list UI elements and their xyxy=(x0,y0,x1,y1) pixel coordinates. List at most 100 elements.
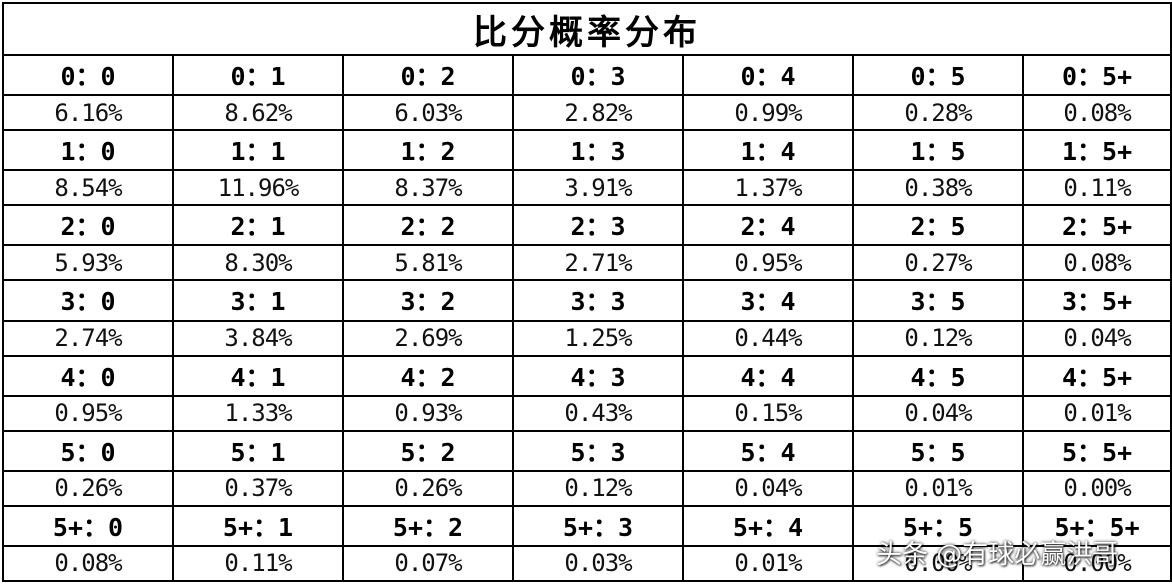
probability-cell: 0.01% xyxy=(852,469,1024,507)
probability-cell: 1.33% xyxy=(172,394,344,432)
probability-cell: 2.74% xyxy=(2,319,174,357)
probability-cell: 8.54% xyxy=(2,169,174,207)
probability-cell: 0.11% xyxy=(1021,169,1172,207)
probability-cell: 8.30% xyxy=(172,244,344,282)
probability-cell: 0.26% xyxy=(2,469,174,507)
probability-cell: 0.00% xyxy=(1021,544,1172,583)
score-cell: 5+：4 xyxy=(682,504,854,547)
probability-row: 2.74% 3.84% 2.69% 1.25% 0.44% 0.12% 0.04% xyxy=(2,319,1172,357)
score-cell: 0：3 xyxy=(512,53,684,97)
probability-cell: 0.01% xyxy=(682,544,854,583)
probability-cell: 0.01% xyxy=(1021,394,1172,432)
score-cell: 1：5 xyxy=(852,129,1024,172)
score-cell: 5：4 xyxy=(682,429,854,472)
score-row: 5：0 5：1 5：2 5：3 5：4 5：5 5：5+ xyxy=(2,429,1172,472)
score-row: 4：0 4：1 4：2 4：3 4：4 4：5 4：5+ xyxy=(2,354,1172,397)
probability-row: 6.16% 8.62% 6.03% 2.82% 0.99% 0.28% 0.08% xyxy=(2,94,1172,132)
score-cell: 3：4 xyxy=(682,279,854,322)
score-cell: 2：1 xyxy=(172,204,344,247)
score-cell: 2：0 xyxy=(2,204,174,247)
probability-cell: 0.08% xyxy=(1021,94,1172,132)
score-cell: 0：2 xyxy=(342,53,514,97)
score-cell: 5+：1 xyxy=(172,504,344,547)
probability-cell: 2.69% xyxy=(342,319,514,357)
score-cell: 4：2 xyxy=(342,354,514,397)
score-cell: 0：5+ xyxy=(1021,53,1172,97)
probability-cell: 3.84% xyxy=(172,319,344,357)
score-cell: 5：0 xyxy=(2,429,174,472)
score-row: 1：0 1：1 1：2 1：3 1：4 1：5 1：5+ xyxy=(2,129,1172,172)
probability-cell: 0.07% xyxy=(342,544,514,583)
probability-cell: 0.00% xyxy=(1021,469,1172,507)
score-cell: 2：3 xyxy=(512,204,684,247)
score-cell: 5+：2 xyxy=(342,504,514,547)
probability-cell: 0.04% xyxy=(1021,319,1172,357)
score-cell: 0：0 xyxy=(2,53,174,97)
probability-cell: 6.03% xyxy=(342,94,514,132)
score-cell: 3：3 xyxy=(512,279,684,322)
score-cell: 1：0 xyxy=(2,129,174,172)
table-title: 比分概率分布 xyxy=(1,2,1172,56)
score-cell: 4：4 xyxy=(682,354,854,397)
score-cell: 5+：0 xyxy=(2,504,174,547)
probability-cell: 11.96% xyxy=(172,169,344,207)
probability-cell: 0.28% xyxy=(852,94,1024,132)
score-cell: 4：5 xyxy=(852,354,1024,397)
score-cell: 1：1 xyxy=(172,129,344,172)
score-cell: 5+：3 xyxy=(512,504,684,547)
probability-cell: 0.15% xyxy=(682,394,854,432)
probability-cell: 0.26% xyxy=(342,469,514,507)
score-cell: 3：2 xyxy=(342,279,514,322)
probability-cell: 5.81% xyxy=(342,244,514,282)
probability-cell: 0.08% xyxy=(1021,244,1172,282)
score-cell: 2：5 xyxy=(852,204,1024,247)
score-cell: 1：4 xyxy=(682,129,854,172)
probability-row: 0.26% 0.37% 0.26% 0.12% 0.04% 0.01% 0.00% xyxy=(2,469,1172,507)
probability-cell: 2.71% xyxy=(512,244,684,282)
score-cell: 0：4 xyxy=(682,53,854,97)
probability-cell: 1.37% xyxy=(682,169,854,207)
probability-cell: 5.93% xyxy=(2,244,174,282)
probability-cell: 0.27% xyxy=(852,244,1024,282)
score-cell: 0：1 xyxy=(172,53,344,97)
probability-cell: 0.43% xyxy=(512,394,684,432)
score-cell: 1：5+ xyxy=(1021,129,1172,172)
probability-cell: 0.04% xyxy=(682,469,854,507)
probability-row: 8.54% 11.96% 8.37% 3.91% 1.37% 0.38% 0.11% xyxy=(2,169,1172,207)
probability-cell: 0.38% xyxy=(852,169,1024,207)
probability-cell: 0.11% xyxy=(172,544,344,583)
score-cell: 4：3 xyxy=(512,354,684,397)
score-cell: 5：5+ xyxy=(1021,429,1172,472)
score-cell: 4：0 xyxy=(2,354,174,397)
score-cell: 5：2 xyxy=(342,429,514,472)
score-row: 5+：0 5+：1 5+：2 5+：3 5+：4 5+：5 5+：5+ xyxy=(2,504,1172,547)
probability-row: 5.93% 8.30% 5.81% 2.71% 0.95% 0.27% 0.08% xyxy=(2,244,1172,282)
table-body: 0：0 0：1 0：2 0：3 0：4 0：5 0：5+ 6.16% 8.62% 6.03% 2.8… xyxy=(2,53,1172,583)
probability-cell: 0.00% xyxy=(852,544,1024,583)
score-cell: 1：3 xyxy=(512,129,684,172)
score-cell: 2：2 xyxy=(342,204,514,247)
score-cell: 3：1 xyxy=(172,279,344,322)
score-cell: 3：0 xyxy=(2,279,174,322)
score-cell: 5：3 xyxy=(512,429,684,472)
probability-cell: 8.37% xyxy=(342,169,514,207)
probability-cell: 1.25% xyxy=(512,319,684,357)
score-row: 0：0 0：1 0：2 0：3 0：4 0：5 0：5+ xyxy=(2,53,1172,97)
probability-row: 0.08% 0.11% 0.07% 0.03% 0.01% 0.00% 0.00% xyxy=(2,544,1172,583)
score-cell: 1：2 xyxy=(342,129,514,172)
probability-cell: 2.82% xyxy=(512,94,684,132)
score-cell: 4：5+ xyxy=(1021,354,1172,397)
score-cell: 2：4 xyxy=(682,204,854,247)
probability-row: 0.95% 1.33% 0.93% 0.43% 0.15% 0.04% 0.01% xyxy=(2,394,1172,432)
probability-cell: 0.08% xyxy=(2,544,174,583)
probability-cell: 0.44% xyxy=(682,319,854,357)
score-cell: 5+：5+ xyxy=(1021,504,1172,547)
probability-cell: 0.04% xyxy=(852,394,1024,432)
probability-cell: 0.95% xyxy=(682,244,854,282)
probability-cell: 0.93% xyxy=(342,394,514,432)
probability-cell: 6.16% xyxy=(2,94,174,132)
probability-cell: 0.12% xyxy=(512,469,684,507)
score-cell: 4：1 xyxy=(172,354,344,397)
